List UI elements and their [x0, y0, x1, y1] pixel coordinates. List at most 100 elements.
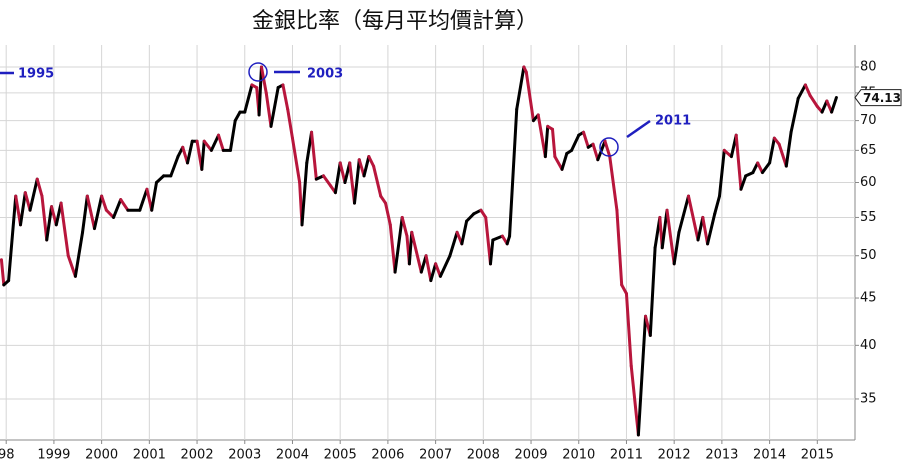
line-segment — [388, 223, 397, 274]
line-segment — [624, 292, 633, 368]
line-segment — [393, 215, 404, 274]
line-segment — [257, 65, 263, 117]
line-segment — [484, 215, 492, 266]
line-segment — [524, 70, 535, 123]
line-segment — [228, 119, 237, 152]
line-segment — [560, 151, 569, 171]
line-segment — [551, 127, 557, 159]
line-segment — [338, 161, 347, 185]
line-segment — [648, 246, 657, 337]
line-segment — [672, 230, 681, 266]
line-segment — [553, 155, 564, 171]
line-segment — [429, 262, 438, 283]
line-segment — [348, 161, 357, 205]
line-segment — [701, 215, 710, 246]
line-segment — [200, 139, 206, 171]
x-tick-label: 2009 — [514, 448, 547, 463]
y-tick-label: 50 — [860, 248, 877, 263]
line-segment — [488, 238, 495, 266]
last-value-box — [854, 89, 902, 107]
line-segment — [400, 215, 409, 238]
y-tick-label: 80 — [860, 59, 877, 74]
line-segment — [660, 208, 669, 250]
y-tick-label: 60 — [860, 175, 877, 190]
line-segment — [784, 130, 793, 168]
last-value-label: 74.13 — [863, 91, 901, 105]
line-segment — [677, 194, 690, 234]
line-segment — [796, 83, 807, 100]
line-segment — [233, 110, 242, 123]
line-segment — [515, 65, 526, 111]
line-segment — [281, 83, 290, 111]
annotation: 2003 — [307, 67, 343, 82]
line-segment — [629, 364, 640, 437]
line-segment — [536, 113, 547, 159]
line-segment — [85, 194, 96, 231]
line-segment — [543, 124, 550, 159]
x-tick-label: 2014 — [753, 448, 786, 463]
line-segment — [686, 194, 700, 242]
x-tick-label: 2010 — [562, 448, 595, 463]
x-tick-label: 2007 — [419, 448, 452, 463]
line-segment — [0, 258, 6, 287]
y-tick-label: 55 — [860, 210, 877, 225]
line-segment — [777, 142, 788, 168]
x-tick-label: 2015 — [801, 448, 834, 463]
line-segment — [706, 212, 717, 246]
annotation-line — [626, 119, 651, 139]
line-segment — [321, 174, 333, 188]
x-tick-label: 2004 — [276, 448, 309, 463]
x-tick-label: 2011 — [610, 448, 643, 463]
annotation: 1995 — [18, 67, 54, 82]
x-tick-label: 2006 — [371, 448, 404, 463]
line-segment — [353, 158, 361, 205]
line-segment — [508, 107, 519, 238]
line-segment — [81, 194, 89, 234]
line-segment — [803, 83, 812, 98]
line-segment — [424, 254, 433, 283]
line-segment — [734, 133, 743, 191]
line-segment — [465, 212, 476, 223]
line-segment — [717, 148, 726, 198]
x-tick-label: 1999 — [37, 448, 70, 463]
line-segment — [290, 136, 302, 185]
y-tick-label: 40 — [860, 338, 877, 353]
line-segment — [310, 130, 318, 181]
x-tick-label: 2003 — [228, 448, 261, 463]
y-tick-label: 45 — [860, 291, 877, 306]
line-segment — [756, 161, 764, 175]
x-tick-label: 2005 — [324, 448, 357, 463]
line-segment — [186, 139, 194, 165]
x-tick-label: 2002 — [181, 448, 214, 463]
line-segment — [830, 96, 838, 114]
line-segment — [45, 205, 54, 242]
line-segment — [73, 230, 85, 278]
line-segment — [460, 219, 469, 246]
annotation-circle — [599, 137, 619, 157]
line-segment — [66, 254, 77, 278]
x-tick-label: 2012 — [658, 448, 691, 463]
line-segment — [582, 130, 590, 149]
line-segment — [40, 194, 49, 242]
line-segment — [154, 174, 166, 185]
annotation-circle — [248, 62, 268, 82]
line-segment — [35, 177, 44, 198]
line-segment — [362, 155, 371, 178]
line-segment — [217, 133, 225, 152]
line-segment — [491, 234, 504, 242]
line-segment — [300, 161, 309, 227]
line-segment — [259, 65, 268, 95]
line-segment — [202, 139, 213, 152]
line-segment — [28, 177, 39, 212]
chart-title: 金銀比率（每月平均價計算） — [252, 9, 538, 34]
line-segment — [92, 194, 104, 231]
line-segment — [789, 96, 800, 134]
line-segment — [620, 283, 628, 296]
line-segment — [570, 133, 581, 152]
line-segment — [286, 107, 294, 140]
line-segment — [591, 142, 600, 162]
line-segment — [760, 161, 772, 175]
y-tick-label: 65 — [860, 143, 877, 158]
line-segment — [739, 174, 748, 191]
